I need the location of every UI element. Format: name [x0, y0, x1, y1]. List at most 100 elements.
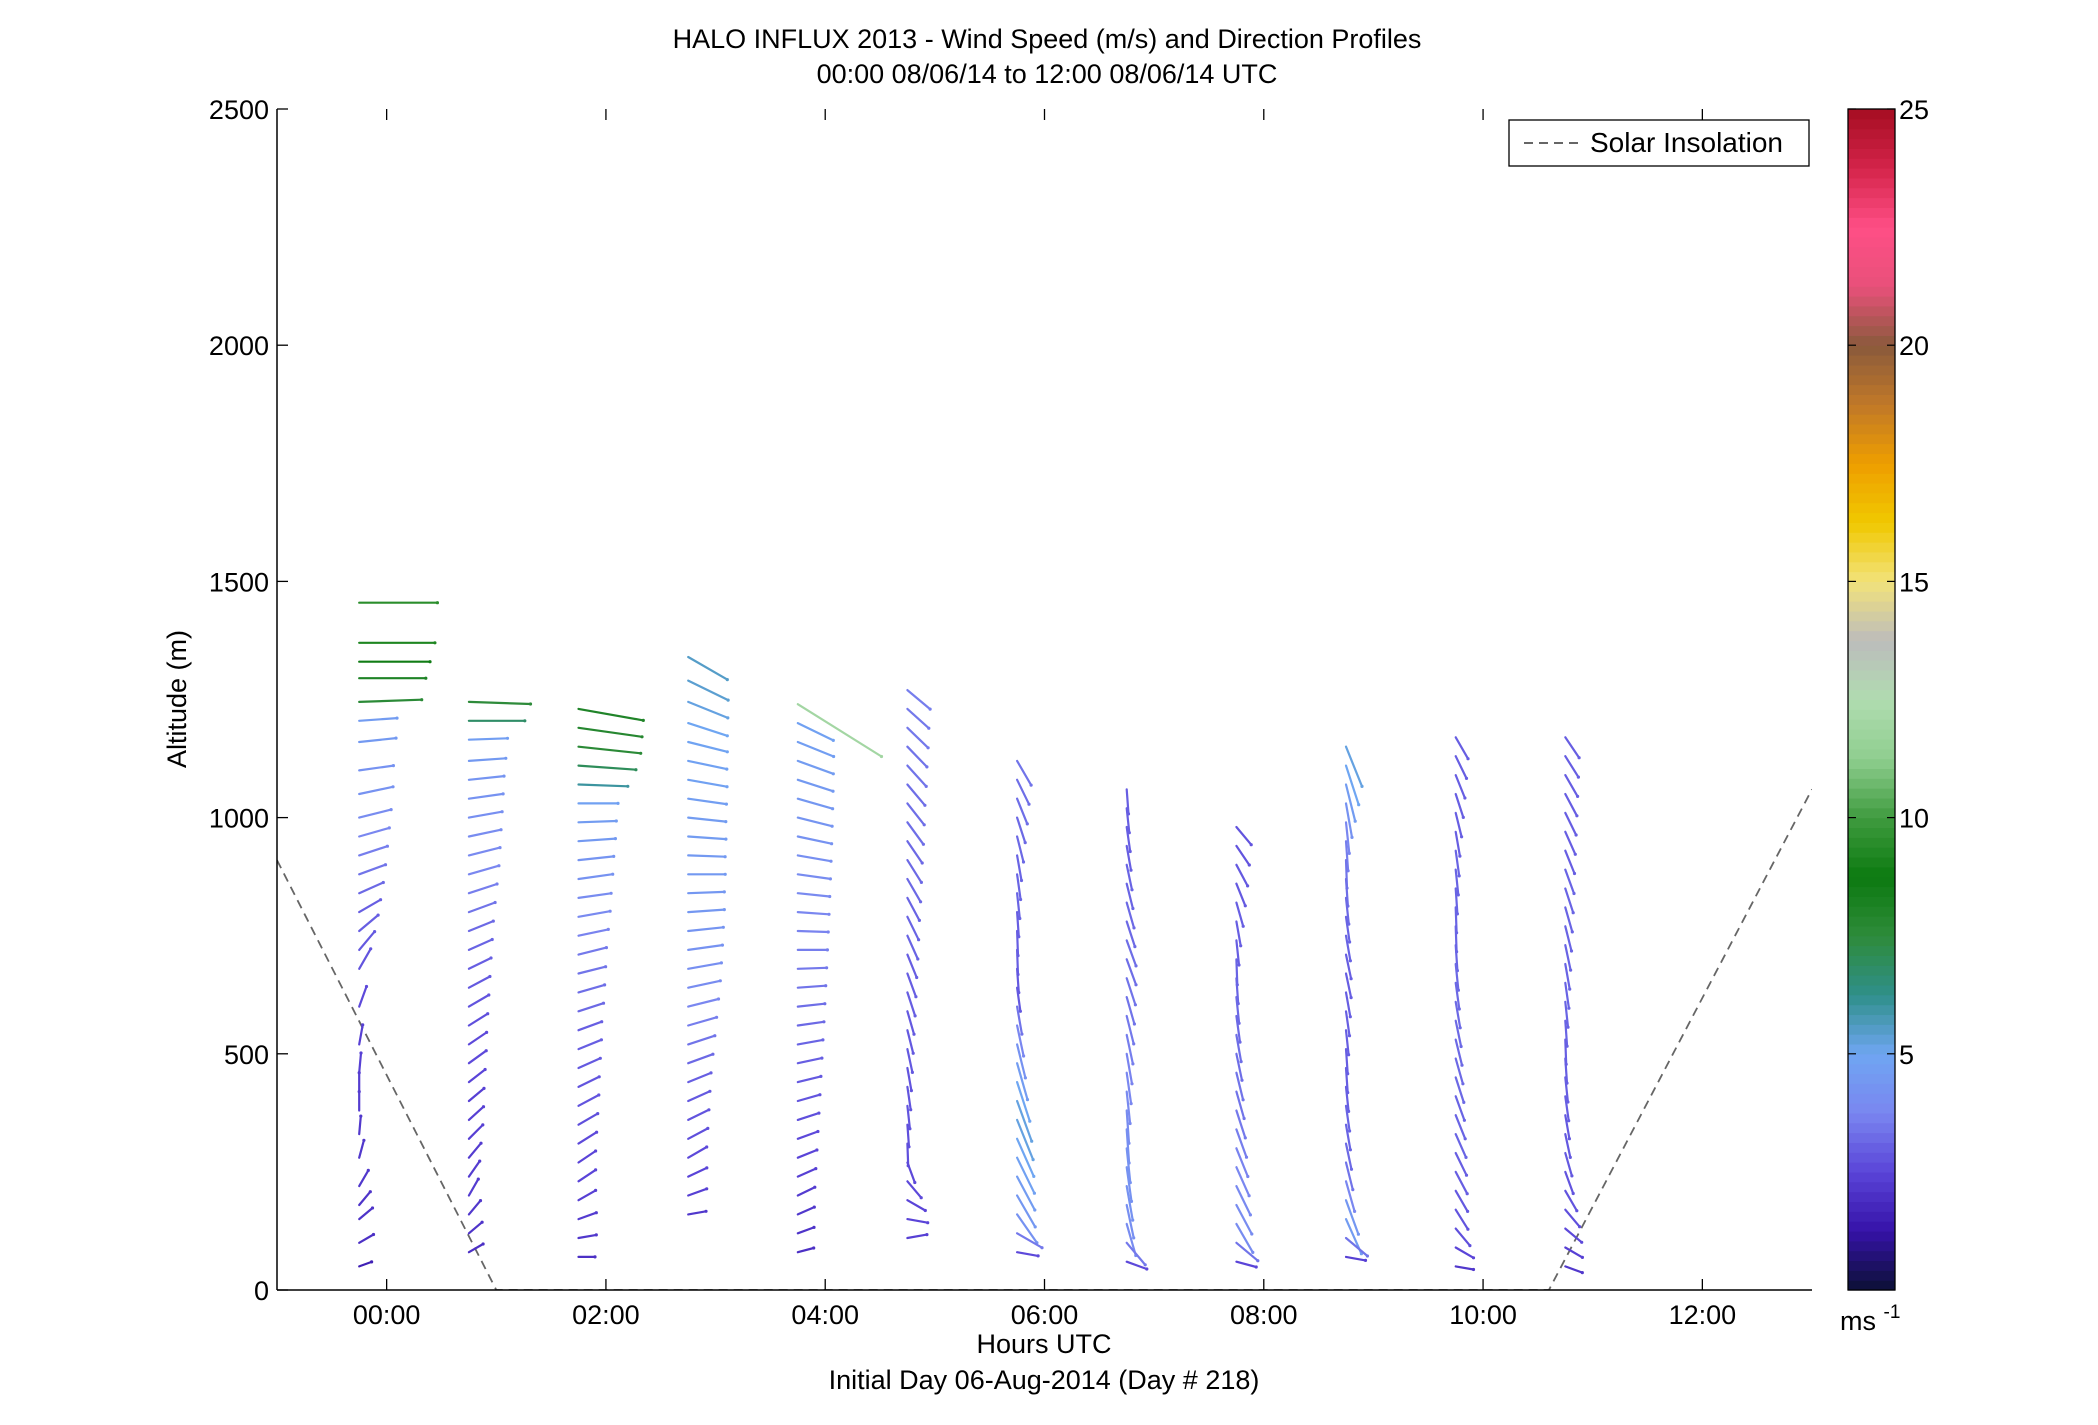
wind-vector — [1344, 896, 1350, 926]
wind-vector — [687, 740, 729, 753]
wind-vector-tip — [391, 785, 395, 789]
wind-vector-tip — [387, 826, 391, 830]
colorbar-band — [1848, 827, 1895, 838]
wind-profile — [796, 703, 884, 1254]
wind-vector — [1344, 1066, 1349, 1094]
wind-vector — [358, 947, 372, 970]
wind-vector-tip — [724, 837, 728, 841]
wind-vector-tip — [821, 1038, 825, 1042]
wind-vector — [1454, 1095, 1466, 1122]
wind-vector-tip — [381, 880, 385, 885]
wind-vector — [1015, 797, 1029, 826]
wind-vector — [467, 901, 497, 914]
wind-vector — [358, 985, 368, 1008]
wind-vector-tip — [1464, 1173, 1469, 1177]
wind-vector — [1344, 972, 1353, 999]
wind-vector — [1015, 873, 1022, 901]
colorbar-band — [1848, 236, 1895, 248]
wind-vector — [1454, 1151, 1468, 1177]
wind-vector — [1564, 1076, 1570, 1104]
wind-vector-tip — [1132, 1236, 1136, 1240]
wind-vector — [1344, 915, 1351, 944]
wind-vector-tip — [481, 1105, 486, 1109]
colorbar-band — [1848, 630, 1895, 642]
wind-vector-tip — [1576, 775, 1580, 779]
wind-vector-tip — [910, 1070, 915, 1074]
wind-vector — [796, 703, 883, 758]
colorbar-band — [1848, 1250, 1895, 1262]
colorbar-band — [1848, 748, 1895, 760]
wind-vector-tip — [921, 842, 926, 846]
wind-vector-tip — [366, 1168, 370, 1172]
wind-vector-tip — [1570, 1174, 1574, 1178]
wind-vector — [577, 764, 638, 771]
wind-vector — [1564, 868, 1576, 895]
wind-vector — [796, 835, 833, 845]
wind-vector-tip — [826, 930, 830, 934]
wind-vector-tip — [364, 984, 369, 989]
wind-vector-tip — [1239, 1060, 1243, 1064]
colorbar: 5 10 15 20 25 ms -1 — [1840, 95, 1929, 1336]
legend: Solar Insolation — [1508, 119, 1810, 167]
wind-vector-tip — [528, 702, 533, 706]
wind-vector-tip — [1130, 1082, 1134, 1086]
wind-vector-tip — [725, 785, 729, 789]
colorbar-band — [1848, 305, 1895, 317]
colorbar-band — [1848, 355, 1895, 366]
wind-vector — [796, 1130, 820, 1140]
wind-vector — [1454, 849, 1461, 878]
colorbar-band — [1848, 1093, 1895, 1104]
wind-vector-tip — [479, 1141, 483, 1145]
wind-vector — [796, 1246, 815, 1254]
wind-vector-tip — [484, 1049, 488, 1053]
wind-vector — [1564, 773, 1579, 798]
wind-vector-tip — [827, 912, 831, 916]
wind-vector-tip — [362, 1138, 366, 1142]
wind-vector-tip — [1019, 878, 1024, 883]
colorbar-band — [1848, 1152, 1895, 1163]
wind-vector — [687, 1210, 708, 1216]
colorbar-band — [1848, 876, 1895, 888]
wind-vector — [577, 1149, 597, 1164]
wind-vector — [1344, 1142, 1353, 1171]
wind-vector-tip — [818, 1093, 822, 1097]
wind-vector — [906, 991, 917, 1018]
wind-vector — [1564, 1227, 1583, 1244]
wind-vector — [1564, 1170, 1575, 1195]
wind-vector-tip — [922, 823, 926, 827]
wind-vector-tip — [478, 1159, 482, 1163]
wind-vector-tip — [1569, 949, 1574, 953]
wind-vector-tip — [593, 1255, 597, 1259]
wind-vector — [358, 1233, 375, 1244]
wind-vector — [796, 1226, 816, 1235]
wind-vector — [1564, 1095, 1570, 1122]
wind-vector-tip — [1567, 1006, 1571, 1010]
plot-area: 00:00 02:00 04:00 06:00 08:00 10:00 12:00 0 500… — [209, 95, 1812, 1330]
wind-vector — [1015, 1156, 1036, 1195]
wind-vector — [1125, 844, 1133, 872]
wind-vector-tip — [723, 872, 727, 876]
wind-vector-tip — [357, 1071, 361, 1075]
wind-vector-tip — [499, 828, 503, 832]
wind-vector-tip — [1030, 1139, 1034, 1143]
wind-vector-tip — [599, 1038, 604, 1042]
wind-vector — [1344, 1161, 1354, 1191]
wind-vector — [796, 1186, 816, 1197]
colorbar-band — [1848, 1280, 1895, 1291]
colorbar-tick-label: 5 — [1899, 1040, 1914, 1070]
wind-vector — [1235, 1090, 1246, 1120]
colorbar-unit: ms -1 — [1840, 1302, 1900, 1336]
wind-vector — [1125, 1241, 1147, 1266]
wind-vector-tip — [616, 801, 620, 806]
wind-vector — [577, 1168, 597, 1183]
wind-vector-tip — [919, 1196, 923, 1200]
wind-vector-tip — [822, 1020, 826, 1024]
wind-vector — [1015, 892, 1021, 920]
colorbar-band — [1848, 522, 1895, 533]
wind-profile — [1235, 825, 1260, 1269]
wind-vector — [906, 953, 918, 979]
colorbar-band — [1848, 463, 1895, 474]
colorbar-band — [1848, 246, 1895, 258]
wind-vector — [1015, 967, 1020, 994]
wind-vector — [796, 892, 831, 898]
